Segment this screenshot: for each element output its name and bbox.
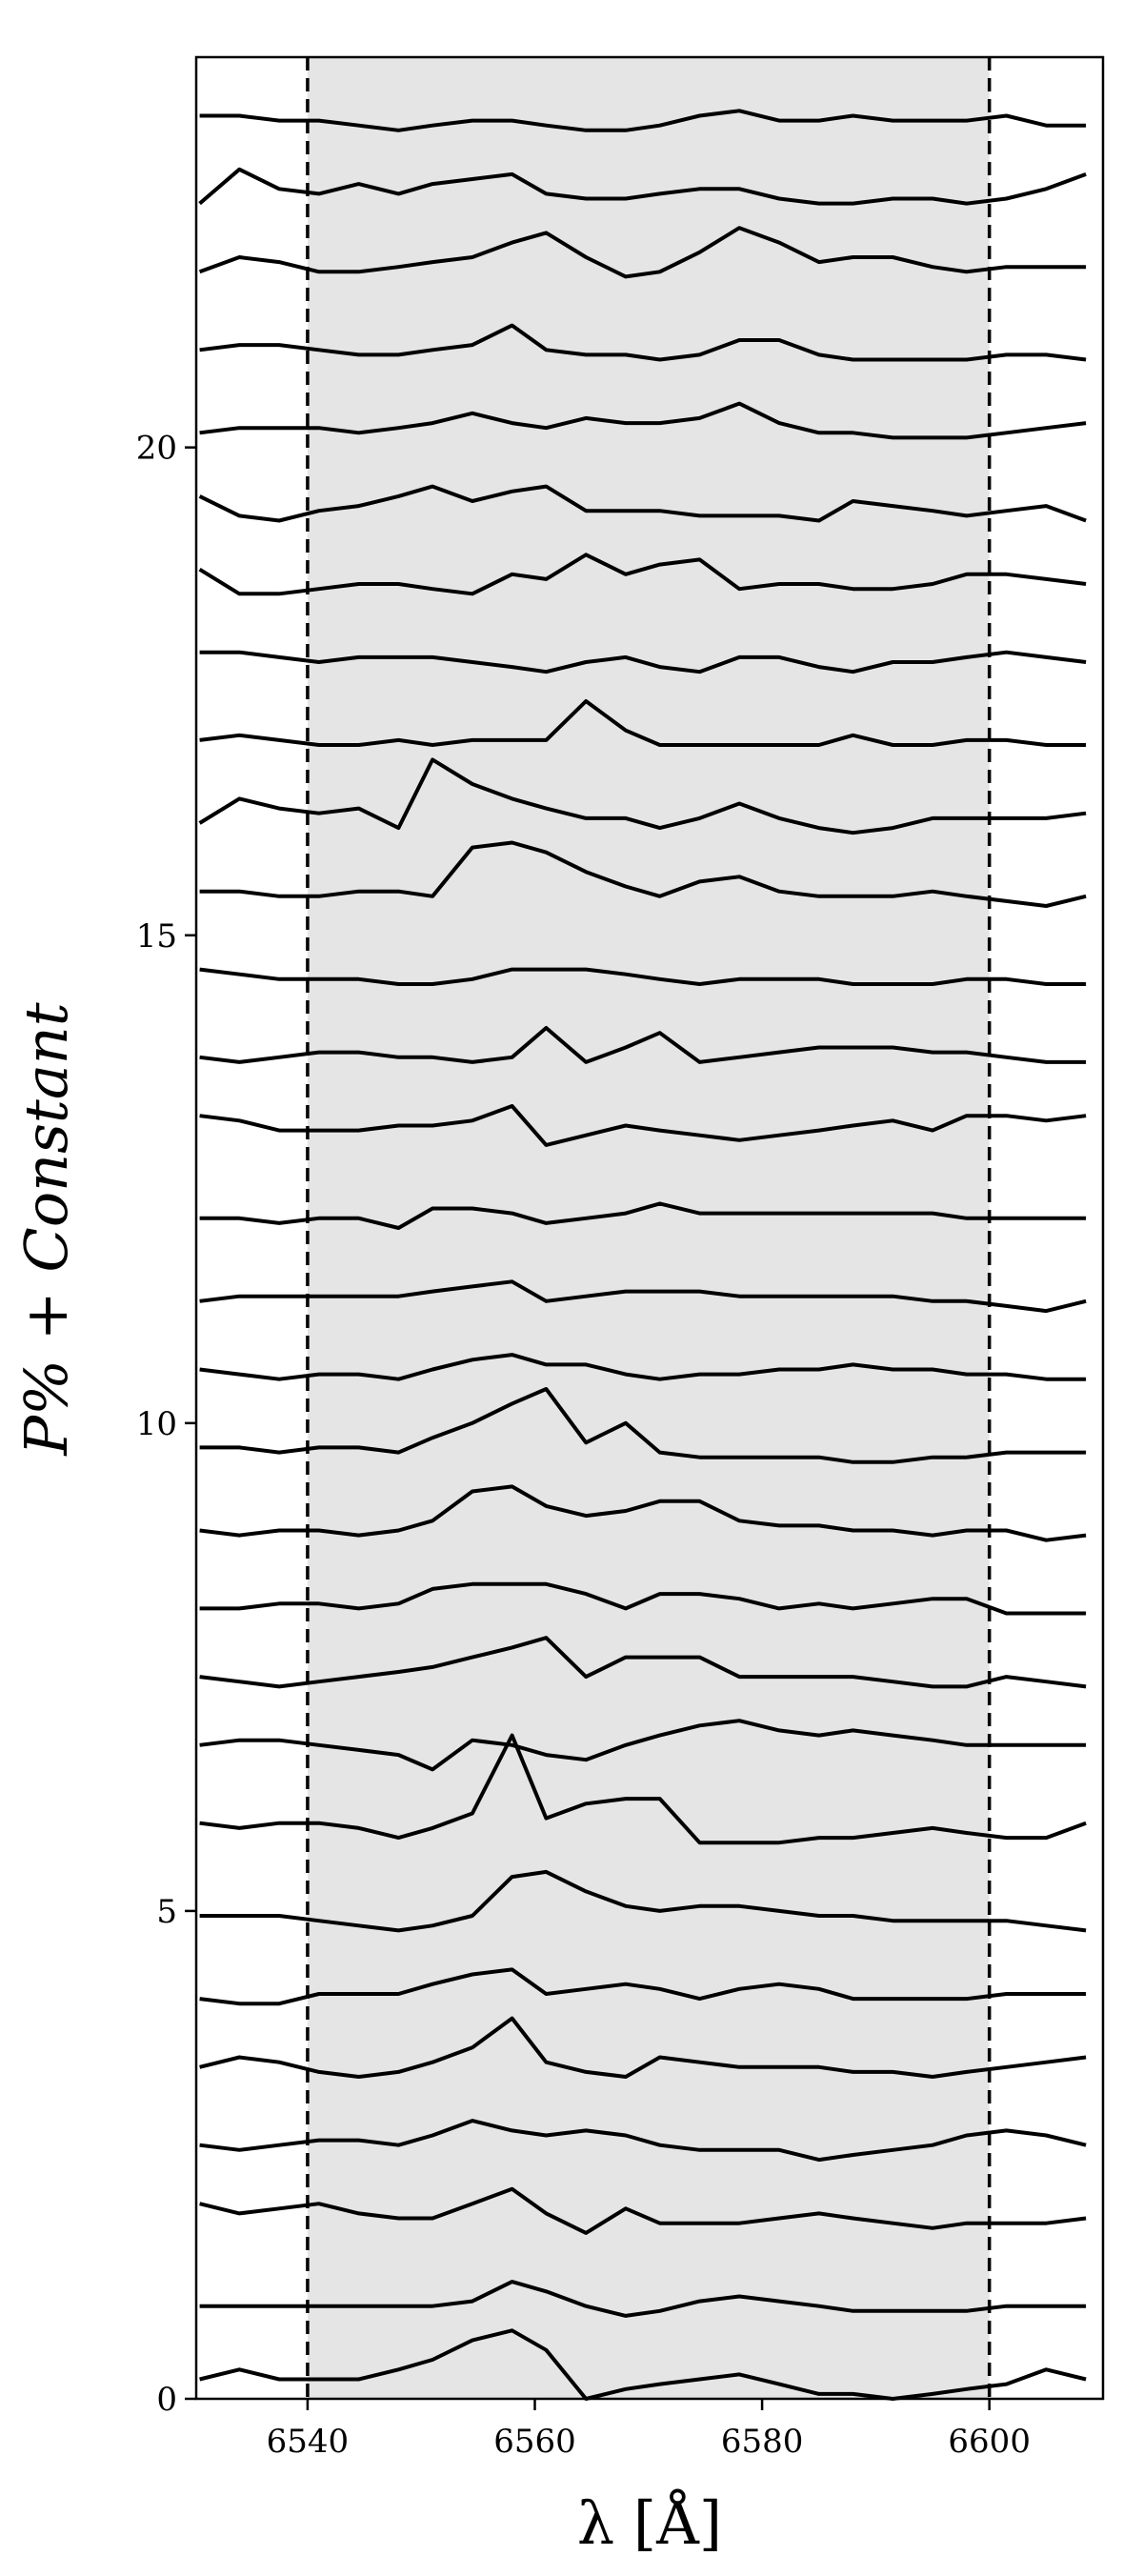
series-line	[199, 2280, 1087, 2318]
series-line	[198, 226, 1087, 279]
series-line	[199, 1581, 1087, 1616]
series-line	[198, 757, 1087, 835]
shaded-span	[307, 57, 990, 2399]
y-tick-label: 10	[136, 1405, 177, 1443]
x-tick-label: 6580	[721, 2423, 804, 2461]
series-line	[199, 1279, 1087, 1314]
x-tick-label: 6540	[267, 2423, 350, 2461]
series-line	[199, 650, 1087, 674]
series-line	[198, 484, 1087, 523]
series-line	[199, 1104, 1087, 1147]
series-line	[199, 1869, 1087, 1933]
series-line	[198, 553, 1087, 596]
series-line	[199, 1353, 1087, 1381]
series-line	[199, 2119, 1087, 2163]
series-line	[199, 1967, 1087, 2006]
series-line	[199, 967, 1087, 986]
series-line	[199, 2328, 1087, 2401]
x-tick-label: 6600	[948, 2423, 1031, 2461]
series-line	[199, 1387, 1087, 1464]
series-line	[198, 167, 1087, 206]
series-line	[199, 2016, 1087, 2079]
plot-area: 0 5 10 15 20 6540 6560 6580 6600	[136, 55, 1105, 2461]
series-line	[199, 1484, 1087, 1542]
plot-frame	[194, 55, 1105, 2401]
x-axis-label: λ [Å]	[577, 2488, 722, 2558]
series-line	[199, 323, 1087, 362]
series-line	[199, 840, 1087, 908]
y-tick-label: 0	[156, 2381, 177, 2419]
series-line	[199, 699, 1087, 747]
series-line	[199, 1733, 1087, 1845]
y-tick-label: 20	[136, 430, 177, 468]
series-line	[199, 1201, 1087, 1230]
series-line	[199, 2186, 1087, 2235]
y-tick-label: 5	[156, 1893, 177, 1931]
x-tick-label: 6560	[493, 2423, 576, 2461]
y-tick-label: 15	[136, 917, 177, 956]
series-line	[199, 109, 1087, 132]
series-line	[199, 401, 1087, 440]
series-line	[199, 1719, 1087, 1772]
series-line	[199, 1026, 1087, 1064]
series-line	[199, 1636, 1087, 1689]
y-axis-label: P% + Constant	[11, 1002, 81, 1456]
